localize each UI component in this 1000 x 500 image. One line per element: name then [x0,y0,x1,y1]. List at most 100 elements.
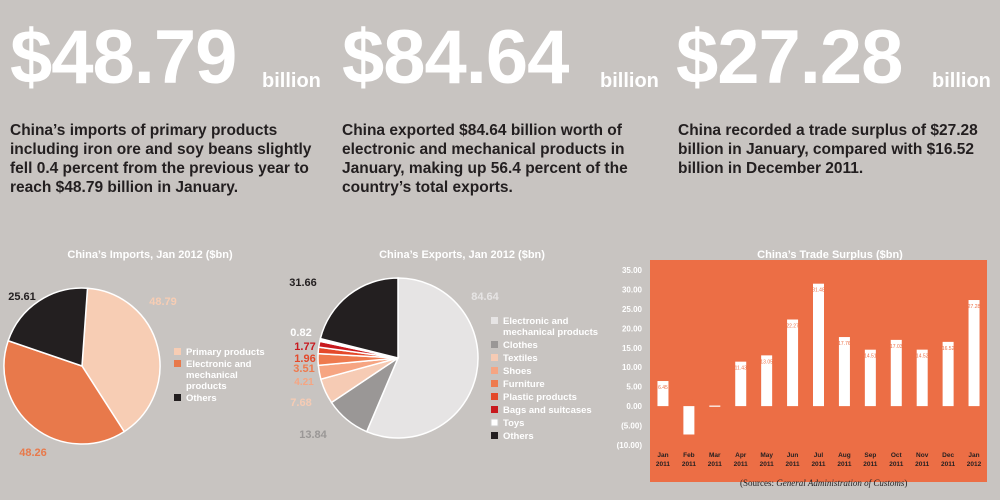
y-tick-label: (10.00) [617,441,643,450]
x-tick-label: 2011 [915,461,929,468]
legend-label: mechanical [186,370,238,381]
legend-swatch [491,432,498,439]
slice-value-label: 13.84 [299,429,327,441]
y-tick-label: 5.00 [626,383,642,392]
x-tick-label: 2011 [656,461,670,468]
x-tick-label: 2011 [941,461,955,468]
y-tick-label: 35.00 [622,266,643,275]
pie-slice [365,277,479,439]
bar-data-label: 14.51 [864,354,877,360]
legend-label: Clothes [503,340,538,351]
legend-swatch [491,354,498,361]
y-tick-label: 15.00 [622,344,643,353]
bar-data-label: 22.27 [786,324,799,330]
legend-label: Toys [503,418,524,429]
legend-label: mechanical products [503,327,598,338]
x-tick-label: Dec [942,452,954,459]
legend-swatch [174,348,181,355]
x-tick-label: 2011 [682,461,696,468]
legend-label: Electronic and [503,316,569,327]
bar-data-label: -7.3 [685,399,694,405]
source-name: General Administration of Customs [776,478,905,488]
slice-value-label: 1.96 [294,353,315,365]
legend-swatch [174,394,181,401]
stat-text: China exported $84.64 billion worth of e… [342,122,628,196]
slice-value-label: 4.21 [294,377,314,388]
bar [761,355,773,407]
y-tick-label: 30.00 [622,285,643,294]
legend-swatch [490,418,499,427]
bar [864,349,876,407]
y-tick-label: 10.00 [622,363,643,372]
slice-value-label: 31.66 [289,277,317,289]
surplus-chart-title: China’s Trade Surplus ($bn) [757,249,903,261]
x-tick-label: Apr [735,452,747,459]
bar [787,319,799,407]
imports-pie-chart: 48.79 48.26 25.61 Primary productsElectroni… [3,287,265,459]
legend-label: Furniture [503,379,545,390]
stat-value: $27.28 [676,15,903,100]
y-tick-label: 25.00 [622,305,643,314]
bar-data-label: 17.03 [890,344,903,350]
bar-data-label: 16.52 [942,346,955,352]
slice-value-label: 48.79 [149,296,177,308]
legend-label: Textiles [503,353,538,364]
stat-unit: billion [932,70,991,92]
stat-value: $48.79 [10,15,237,100]
slice-value-label: 7.68 [290,397,311,409]
bar-data-label: 11.43 [735,366,747,372]
y-tick-label: 0.00 [626,402,642,411]
bar-data-label: 13.05 [760,359,773,365]
x-tick-label: Nov [916,452,929,459]
legend-label: Others [186,393,217,404]
exports-pie-chart: 84.64 13.84 7.68 4.21 3.511.961.77 0.82 31.66 E… [289,277,598,442]
x-tick-label: 2011 [811,461,825,468]
x-tick-label: 2011 [889,461,903,468]
x-tick-label: 2012 [967,461,982,468]
x-tick-label: May [760,452,773,459]
stat-value: $84.64 [342,15,569,100]
legend-label: Shoes [503,366,532,377]
bar [890,339,902,407]
legend-label: Primary products [186,347,265,358]
legend-swatch [491,406,498,413]
slice-value-label: 84.64 [471,291,499,303]
bar [735,361,747,407]
legend-swatch [491,393,498,400]
slice-value-label: 3.51 [293,363,314,375]
pie-slice [319,277,399,359]
bar-data-label: 27.28 [968,304,981,310]
slice-value-label: 1.77 [294,341,315,353]
slice-value-label: 48.26 [19,447,47,459]
bar [813,283,824,407]
legend-swatch [491,341,498,348]
bar [916,349,928,407]
bar-data-label: 14.52 [916,354,929,360]
legend-swatch [491,367,498,374]
bar-data-label: 31.48 [812,288,825,294]
x-tick-label: Jun [787,452,799,459]
legend-label: Others [503,431,534,442]
x-tick-label: Aug [838,452,851,459]
slice-value-label: 0.82 [290,327,311,339]
x-tick-label: Jan [657,452,668,459]
x-tick-label: 2011 [760,461,774,468]
x-tick-label: 2011 [837,461,851,468]
x-tick-label: Oct [891,452,903,459]
stat-unit: billion [262,70,321,92]
bar [657,381,669,407]
x-tick-label: 2011 [734,461,748,468]
bar [942,341,954,407]
y-tick-label: (5.00) [621,422,642,431]
x-tick-label: Jan [968,452,979,459]
x-tick-label: 2011 [863,461,877,468]
x-tick-label: Sep [864,452,876,459]
source-note: (Sources: General Administration of Cust… [740,478,907,488]
surplus-bar-chart: 35.00 30.00 25.00 20.00 15.00 10.00 5.00 0.00 (5… [617,260,987,482]
legend-swatch [174,360,181,367]
exports-chart-title: China’s Exports, Jan 2012 ($bn) [379,249,545,261]
slice-value-label: 25.61 [8,291,36,303]
x-tick-label: 2011 [708,461,722,468]
legend-label: Bags and suitcases [503,405,592,416]
stat-text: China recorded a trade surplus of $27.28… [678,122,978,177]
